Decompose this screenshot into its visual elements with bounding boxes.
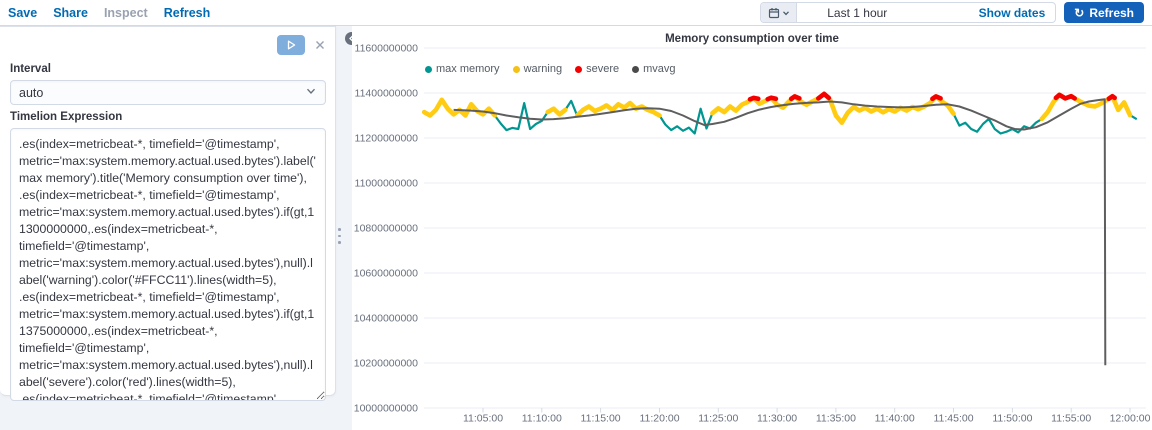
- x-axis-label: 11:05:00: [463, 413, 503, 425]
- y-axis-label: 11000000000: [355, 178, 419, 190]
- time-controls: Last 1 hour Show dates ↻ Refresh: [760, 2, 1144, 23]
- series-mvavg: [453, 98, 1107, 366]
- legend-dot-icon: [425, 65, 432, 73]
- y-axis-label: 10800000000: [354, 223, 418, 235]
- nav-links: Save Share Inspect Refresh: [8, 6, 210, 20]
- x-axis-label: 12:00:00: [1110, 413, 1151, 425]
- legend-item[interactable]: max memory: [425, 63, 500, 75]
- legend-label: max memory: [436, 63, 500, 75]
- legend-dot-icon: [512, 65, 520, 73]
- refresh-button[interactable]: ↻ Refresh: [1064, 2, 1144, 23]
- refresh-icon: ↻: [1074, 5, 1085, 20]
- legend-label: warning: [523, 63, 563, 75]
- timeseries-plot: 11600000000 11400000000 11200000000 1100000…: [354, 43, 1151, 425]
- super-date-picker: Last 1 hour Show dates: [760, 2, 1057, 23]
- x-axis-label: 11:10:00: [522, 413, 562, 425]
- series-warning: [545, 106, 568, 117]
- series-severe: [1106, 93, 1117, 102]
- calendar-icon: [768, 7, 779, 18]
- legend-label: severe: [586, 63, 620, 75]
- quick-select-button[interactable]: [761, 3, 798, 22]
- legend-item[interactable]: mvavg: [632, 63, 676, 75]
- y-axis-label: 11200000000: [355, 133, 419, 145]
- save-button[interactable]: Save: [8, 5, 38, 20]
- expression-label: Timelion Expression: [10, 111, 123, 123]
- show-dates-button[interactable]: Show dates: [978, 5, 1046, 20]
- inspect-button: Inspect: [103, 5, 148, 20]
- panel-resize-handle[interactable]: [338, 228, 341, 244]
- refresh-button-label: Refresh: [1089, 5, 1134, 20]
- x-axis-label: 11:15:00: [581, 413, 621, 425]
- time-range-value[interactable]: Last 1 hour: [827, 5, 888, 20]
- x-axis-label: 11:50:00: [992, 413, 1032, 425]
- x-axis-label: 11:40:00: [875, 413, 915, 425]
- chart-title: Memory consumption over time: [665, 33, 839, 45]
- series-severe: [930, 94, 943, 102]
- top-navbar: Save Share Inspect Refresh Last 1 hour S…: [0, 0, 1152, 26]
- refresh-link[interactable]: Refresh: [163, 5, 211, 20]
- legend-dot-icon: [575, 65, 583, 73]
- chevron-down-icon: [782, 10, 789, 15]
- legend-dot-icon: [632, 65, 640, 73]
- chart-panel: Memory consumption over time max memory w…: [352, 26, 1152, 430]
- y-axis-label: 10200000000: [354, 358, 418, 370]
- y-axis-label: 10000000000: [354, 403, 418, 415]
- y-axis-label: 11600000000: [355, 43, 419, 55]
- legend-item[interactable]: warning: [512, 63, 563, 75]
- close-editor-button[interactable]: [315, 40, 325, 50]
- x-axis-label: 11:30:00: [757, 413, 797, 425]
- series-severe: [816, 91, 832, 101]
- timelion-editor-panel: Interval auto Timelion Expression .es(in…: [0, 26, 336, 401]
- run-expression-button[interactable]: [277, 35, 305, 55]
- chart-legend: max memory warning severe mvavg: [425, 63, 676, 75]
- y-axis-label: 10600000000: [354, 268, 418, 280]
- x-axis-label: 11:25:00: [698, 413, 738, 425]
- chevron-left-icon: [349, 35, 354, 42]
- x-axis-label: 11:55:00: [1051, 413, 1091, 425]
- x-axis-label: 11:45:00: [933, 413, 973, 425]
- x-axis-label: 11:35:00: [816, 413, 856, 425]
- close-icon: [316, 41, 324, 49]
- series-severe: [788, 94, 802, 102]
- legend-item[interactable]: severe: [575, 63, 619, 75]
- play-icon: [287, 40, 295, 50]
- series-severe: [747, 95, 761, 102]
- timelion-expression-input[interactable]: .es(index=metricbeat-*, timefield='@time…: [10, 128, 326, 401]
- y-axis-label: 11400000000: [355, 88, 419, 100]
- y-axis-label: 10400000000: [354, 313, 418, 325]
- editor-toolbar: [10, 33, 325, 57]
- interval-label: Interval: [10, 63, 51, 75]
- series-severe: [1053, 92, 1077, 101]
- series-warning: [421, 97, 498, 118]
- series-severe: [765, 95, 779, 102]
- interval-value: auto: [19, 85, 44, 100]
- share-button[interactable]: Share: [53, 5, 88, 20]
- x-axis-label: 11:20:00: [639, 413, 679, 425]
- legend-label: mvavg: [643, 63, 676, 75]
- chevron-down-icon: [306, 88, 316, 95]
- interval-select[interactable]: auto: [10, 80, 326, 105]
